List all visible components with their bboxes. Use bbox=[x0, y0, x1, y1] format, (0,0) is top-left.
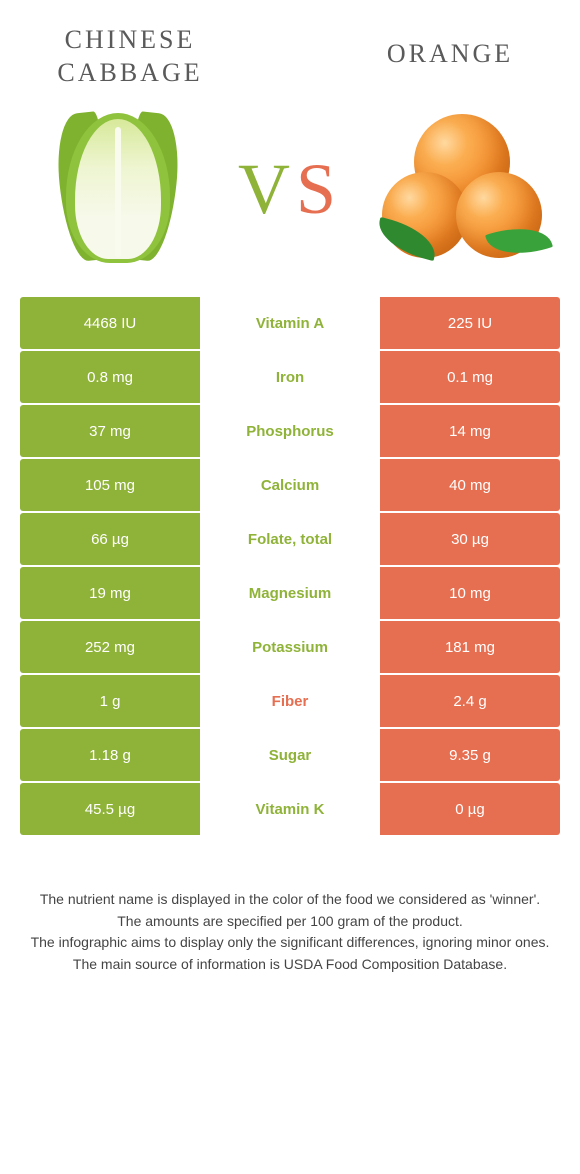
images-row: VS bbox=[20, 101, 560, 297]
footnotes: The nutrient name is displayed in the co… bbox=[20, 835, 560, 976]
nutrient-label: Potassium bbox=[200, 621, 380, 673]
nutrient-label: Phosphorus bbox=[200, 405, 380, 457]
table-row: 252 mgPotassium181 mg bbox=[20, 621, 560, 673]
left-food-image bbox=[38, 109, 198, 269]
right-value: 10 mg bbox=[380, 567, 560, 619]
infographic: CHINESE CABBAGE ORANGE VS 4468 IUVitamin… bbox=[0, 0, 580, 976]
table-row: 45.5 µgVitamin K0 µg bbox=[20, 783, 560, 835]
left-value: 0.8 mg bbox=[20, 351, 200, 403]
nutrient-label: Sugar bbox=[200, 729, 380, 781]
table-row: 1.18 gSugar9.35 g bbox=[20, 729, 560, 781]
right-value: 14 mg bbox=[380, 405, 560, 457]
cabbage-icon bbox=[58, 109, 178, 269]
right-value: 2.4 g bbox=[380, 675, 560, 727]
right-value: 0 µg bbox=[380, 783, 560, 835]
left-value: 1.18 g bbox=[20, 729, 200, 781]
left-food-title: CHINESE CABBAGE bbox=[30, 24, 230, 89]
vs-s: S bbox=[296, 148, 342, 231]
left-value: 4468 IU bbox=[20, 297, 200, 349]
left-value: 1 g bbox=[20, 675, 200, 727]
left-value: 66 µg bbox=[20, 513, 200, 565]
footnote-line: The main source of information is USDA F… bbox=[28, 954, 552, 976]
left-value: 105 mg bbox=[20, 459, 200, 511]
table-row: 66 µgFolate, total30 µg bbox=[20, 513, 560, 565]
vs-label: VS bbox=[238, 148, 342, 231]
right-value: 0.1 mg bbox=[380, 351, 560, 403]
nutrient-label: Fiber bbox=[200, 675, 380, 727]
nutrient-label: Vitamin K bbox=[200, 783, 380, 835]
left-value: 19 mg bbox=[20, 567, 200, 619]
table-row: 4468 IUVitamin A225 IU bbox=[20, 297, 560, 349]
right-food-title: ORANGE bbox=[350, 38, 550, 71]
vs-v: V bbox=[238, 148, 296, 231]
table-row: 37 mgPhosphorus14 mg bbox=[20, 405, 560, 457]
right-value: 181 mg bbox=[380, 621, 560, 673]
nutrient-table: 4468 IUVitamin A225 IU0.8 mgIron0.1 mg37… bbox=[20, 297, 560, 835]
left-value: 45.5 µg bbox=[20, 783, 200, 835]
table-row: 1 gFiber2.4 g bbox=[20, 675, 560, 727]
footnote-line: The nutrient name is displayed in the co… bbox=[28, 889, 552, 911]
nutrient-label: Vitamin A bbox=[200, 297, 380, 349]
table-row: 105 mgCalcium40 mg bbox=[20, 459, 560, 511]
left-value: 252 mg bbox=[20, 621, 200, 673]
table-row: 19 mgMagnesium10 mg bbox=[20, 567, 560, 619]
nutrient-label: Calcium bbox=[200, 459, 380, 511]
nutrient-label: Folate, total bbox=[200, 513, 380, 565]
header: CHINESE CABBAGE ORANGE bbox=[20, 24, 560, 101]
footnote-line: The amounts are specified per 100 gram o… bbox=[28, 911, 552, 933]
left-value: 37 mg bbox=[20, 405, 200, 457]
nutrient-label: Iron bbox=[200, 351, 380, 403]
right-value: 9.35 g bbox=[380, 729, 560, 781]
right-value: 40 mg bbox=[380, 459, 560, 511]
orange-icon bbox=[382, 114, 542, 264]
right-food-image bbox=[382, 109, 542, 269]
right-value: 30 µg bbox=[380, 513, 560, 565]
footnote-line: The infographic aims to display only the… bbox=[28, 932, 552, 954]
table-row: 0.8 mgIron0.1 mg bbox=[20, 351, 560, 403]
nutrient-label: Magnesium bbox=[200, 567, 380, 619]
right-value: 225 IU bbox=[380, 297, 560, 349]
